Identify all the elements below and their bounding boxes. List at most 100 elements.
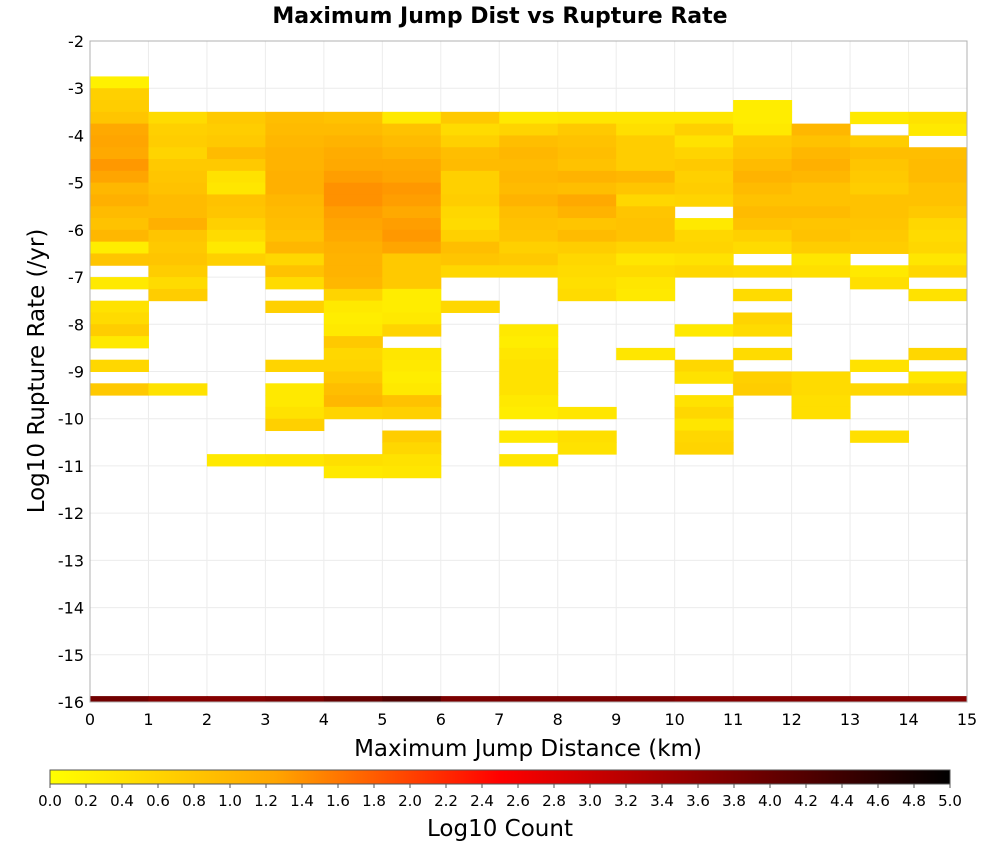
heatmap-cell [499, 324, 559, 337]
y-axis-label: Log10 Rupture Rate (/yr) [24, 229, 50, 514]
heatmap-cell [499, 159, 559, 172]
heatmap-cell [557, 696, 617, 703]
y-tick-label: -10 [58, 410, 84, 429]
colorbar-tick-label: 4.6 [866, 792, 890, 810]
heatmap-cell [265, 111, 325, 125]
heatmap-cell [908, 229, 968, 243]
heatmap-cell [674, 406, 734, 420]
heatmap-cell [791, 253, 851, 266]
heatmap-cell [382, 454, 442, 467]
heatmap-cell [499, 123, 559, 136]
heatmap-cell [791, 383, 851, 396]
heatmap-cell [148, 206, 208, 219]
heatmap-cell [148, 218, 208, 231]
heatmap-cell [206, 241, 266, 254]
heatmap-cell [265, 253, 325, 266]
heatmap-cell [323, 696, 383, 703]
heatmap-cell [265, 359, 325, 372]
heatmap-cell [90, 170, 149, 184]
x-tick-label: 1 [143, 710, 153, 729]
heatmap-cell [265, 182, 325, 195]
colorbar-tick-label: 4.2 [794, 792, 818, 810]
heatmap-cell [908, 170, 968, 184]
heatmap-cell [265, 696, 325, 703]
heatmap-cell [850, 218, 910, 231]
heatmap-cell [616, 229, 676, 243]
heatmap-cell [148, 253, 208, 266]
heatmap-cell [557, 265, 617, 278]
heatmap-cell [206, 182, 266, 195]
heatmap-cell [382, 442, 442, 455]
heatmap-cell [908, 111, 968, 125]
heatmap-cell [323, 123, 383, 136]
heatmap-cell [90, 312, 149, 325]
colorbar-tick-label: 0.6 [146, 792, 170, 810]
plot-area [89, 40, 968, 703]
heatmap-cell [791, 123, 851, 136]
heatmap-cell [323, 253, 383, 266]
heatmap-cell [908, 206, 968, 219]
colorbar-tick-label: 1.4 [290, 792, 314, 810]
x-tick-label: 6 [436, 710, 446, 729]
heatmap-cell [674, 418, 734, 432]
heatmap-cell [206, 218, 266, 231]
heatmap-cell [733, 206, 793, 219]
heatmap-cell [674, 371, 734, 384]
colorbar-tick-label: 4.0 [758, 792, 782, 810]
colorbar-tick-label: 0.4 [110, 792, 134, 810]
heatmap-cell [850, 241, 910, 254]
heatmap-cell [733, 241, 793, 254]
heatmap-cell [557, 442, 617, 455]
heatmap-cell [90, 300, 149, 313]
heatmap-cell [791, 696, 851, 703]
heatmap-cell [674, 253, 734, 266]
heatmap-cell [791, 265, 851, 278]
heatmap-cell [323, 288, 383, 302]
heatmap-cell [382, 265, 442, 278]
heatmap-cell [850, 265, 910, 278]
colorbar-tick-label: 0.2 [74, 792, 98, 810]
heatmap-cell [499, 395, 559, 408]
heatmap-cell [440, 253, 500, 266]
heatmap-cell [908, 253, 968, 266]
heatmap-cell [908, 147, 968, 160]
x-tick-label: 11 [723, 710, 743, 729]
heatmap-cell [90, 206, 149, 219]
heatmap-cell [616, 194, 676, 207]
heatmap-cell [323, 182, 383, 195]
heatmap-cell [323, 194, 383, 207]
heatmap-cell [616, 288, 676, 302]
heatmap-cell [733, 383, 793, 396]
colorbar-tick-label: 2.0 [398, 792, 422, 810]
heatmap-cell [90, 135, 149, 148]
heatmap-cell [90, 383, 149, 396]
heatmap-cell [323, 359, 383, 372]
colorbar-label: Log10 Count [427, 816, 573, 842]
heatmap-cell [382, 218, 442, 231]
heatmap-cell [674, 229, 734, 243]
heatmap-cell [499, 218, 559, 231]
colorbar-tick-label: 3.6 [686, 792, 710, 810]
colorbar-ticks: 0.0 0.2 0.4 0.6 0.8 1.0 1.2 1.4 1.6 1.8 2.0 2.2 2.4 2… [38, 784, 962, 810]
heatmap-cell [908, 288, 968, 302]
heatmap-cell [733, 147, 793, 160]
heatmap-cell [850, 147, 910, 160]
heatmap-cell [206, 229, 266, 243]
x-tick-label: 14 [898, 710, 918, 729]
x-tick-label: 0 [85, 710, 95, 729]
heatmap-cell [674, 395, 734, 408]
heatmap-cell [265, 241, 325, 254]
heatmap-cell [440, 696, 500, 703]
heatmap-cell [323, 336, 383, 349]
heatmap-cell [382, 324, 442, 337]
heatmap-cell [90, 159, 149, 172]
heatmap-cell [850, 182, 910, 195]
colorbar-tick-label: 1.6 [326, 792, 350, 810]
heatmap-cell [382, 383, 442, 396]
heatmap-cell [148, 182, 208, 195]
heatmap-cell [323, 159, 383, 172]
heatmap-cell [323, 206, 383, 219]
heatmap-cell [499, 229, 559, 243]
heatmap-cell [733, 111, 793, 125]
heatmap-cell [90, 100, 149, 113]
